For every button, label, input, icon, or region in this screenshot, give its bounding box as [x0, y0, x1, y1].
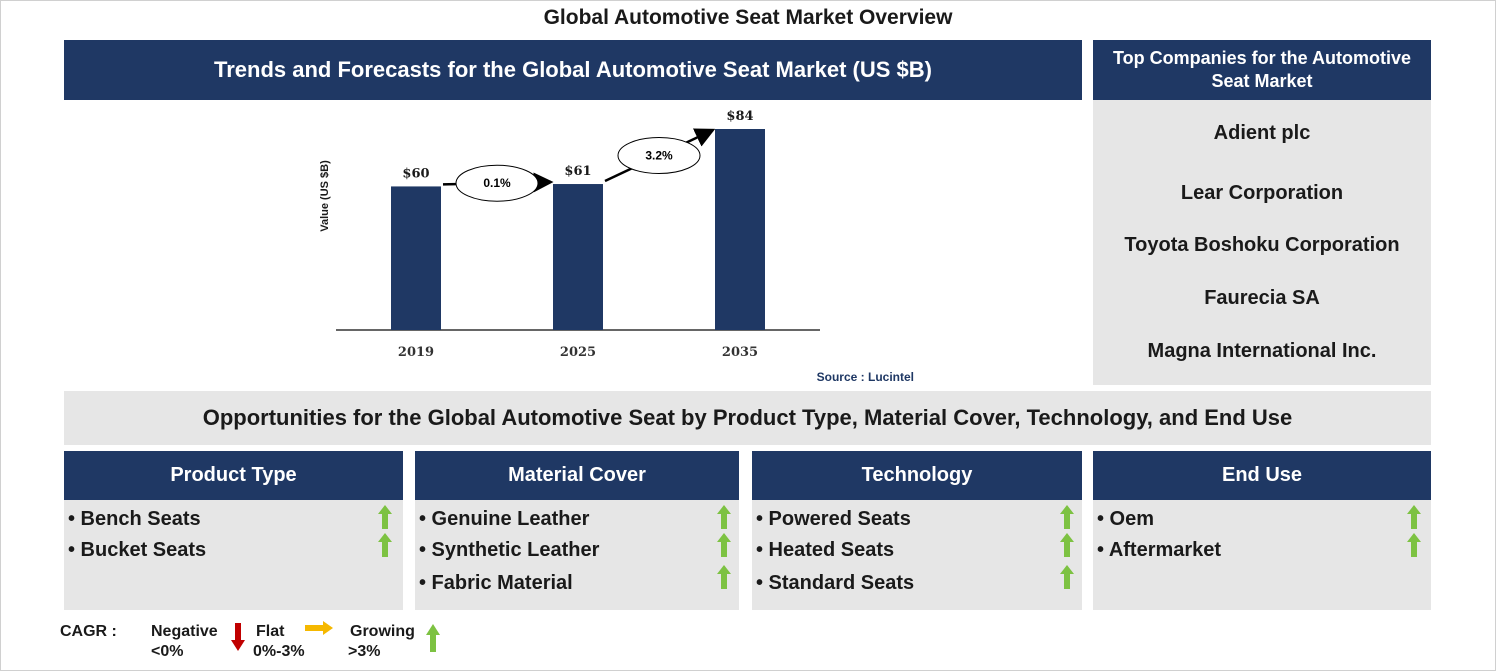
- y-axis-label: Value (US $B): [319, 160, 331, 232]
- green-up-arrow-icon: [426, 624, 440, 652]
- cagr-label: 0.1%: [483, 176, 511, 190]
- data-label: $84: [726, 109, 753, 124]
- segment-item: • Aftermarket: [1097, 539, 1222, 561]
- green-up-arrow-icon: [1060, 505, 1074, 529]
- company-item: Lear Corporation: [1180, 182, 1344, 204]
- companies-panel: Adient plc Lear Corporation Toyota Bosho…: [1093, 100, 1431, 385]
- green-up-arrow-icon: [717, 505, 731, 529]
- segment-item: • Heated Seats: [756, 539, 895, 561]
- companies-header: Top Companies for the Automotive Seat Ma…: [1093, 40, 1431, 100]
- company-item: Toyota Boshoku Corporation: [1124, 234, 1400, 256]
- segment-header-product-type: Product Type: [64, 451, 403, 500]
- green-up-arrow-icon: [378, 533, 392, 557]
- green-up-arrow-icon: [1407, 505, 1421, 529]
- data-label: $61: [564, 164, 591, 179]
- segment-item: • Bench Seats: [68, 508, 201, 530]
- bar-2035: [715, 129, 765, 330]
- cagr-bubble: [617, 137, 701, 175]
- chart-section-header: Trends and Forecasts for the Global Auto…: [64, 40, 1082, 100]
- green-up-arrow-icon: [1060, 565, 1074, 589]
- segment-item: • Genuine Leather: [419, 508, 590, 530]
- segment-panel-material-cover: • Genuine Leather • Synthetic Leather • …: [415, 500, 739, 610]
- x-tick-label: 2035: [722, 345, 758, 360]
- green-up-arrow-icon: [1060, 533, 1074, 557]
- segment-item: • Bucket Seats: [68, 539, 207, 561]
- legend-growing-range: >3%: [348, 643, 381, 660]
- company-item: Adient plc: [1213, 122, 1311, 144]
- segment-item: • Synthetic Leather: [419, 539, 600, 561]
- company-item: Faurecia SA: [1204, 287, 1320, 309]
- chart-source: Source : Lucintel: [817, 370, 914, 384]
- segment-header-end-use: End Use: [1093, 451, 1431, 500]
- company-item: Magna International Inc.: [1147, 340, 1377, 362]
- green-up-arrow-icon: [717, 533, 731, 557]
- segment-panel-technology: • Powered Seats • Heated Seats • Standar…: [752, 500, 1082, 610]
- segment-item: • Fabric Material: [419, 572, 573, 594]
- segment-header-material-cover: Material Cover: [415, 451, 739, 500]
- legend-growing-name: Growing: [350, 623, 415, 640]
- legend-negative-range: <0%: [151, 643, 184, 660]
- segment-item: • Standard Seats: [756, 572, 915, 594]
- legend-cagr-label: CAGR :: [60, 623, 117, 640]
- green-up-arrow-icon: [1407, 533, 1421, 557]
- segment-item: • Oem: [1097, 508, 1155, 530]
- bar-chart: Value (US $B) $60 2019 $61 2025 $84 2035 0.1%…: [319, 109, 914, 384]
- green-up-arrow-icon: [378, 505, 392, 529]
- bar-2019: [391, 186, 441, 330]
- orange-right-arrow-icon: [305, 621, 333, 635]
- segment-panel-product-type: • Bench Seats • Bucket Seats: [64, 500, 403, 610]
- segment-panel-end-use: • Oem • Aftermarket: [1093, 500, 1431, 610]
- data-label: $60: [402, 166, 429, 181]
- segment-item: • Powered Seats: [756, 508, 911, 530]
- cagr-label: 3.2%: [645, 149, 673, 163]
- x-tick-label: 2025: [560, 345, 596, 360]
- segment-header-technology: Technology: [752, 451, 1082, 500]
- page-title: Global Automotive Seat Market Overview: [543, 6, 953, 29]
- legend-negative-name: Negative: [151, 623, 218, 640]
- cagr-bubble: [455, 164, 539, 202]
- bar-2025: [553, 184, 603, 330]
- green-up-arrow-icon: [717, 565, 731, 589]
- x-tick-label: 2019: [398, 345, 434, 360]
- legend-flat-name: Flat: [256, 623, 285, 640]
- legend-flat-range: 0%-3%: [253, 643, 305, 660]
- opportunities-banner: Opportunities for the Global Automotive …: [64, 391, 1431, 445]
- red-down-arrow-icon: [231, 623, 245, 651]
